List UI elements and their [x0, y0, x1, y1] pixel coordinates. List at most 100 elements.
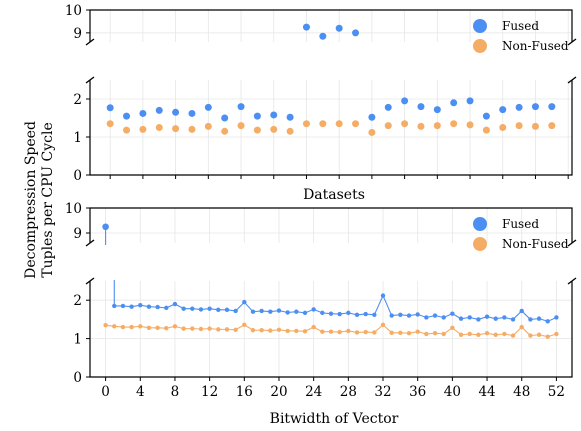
- data-point-fused: [510, 317, 516, 322]
- data-point-non-fused: [250, 327, 256, 333]
- data-point-non-fused: [328, 329, 334, 334]
- axis-break-mark: [567, 38, 577, 46]
- data-point-fused: [415, 312, 420, 317]
- data-point-fused: [363, 311, 368, 317]
- data-point-fused: [146, 304, 152, 309]
- data-point-fused: [536, 316, 542, 321]
- data-point-non-fused: [302, 329, 308, 334]
- data-point-fused: [398, 312, 403, 317]
- data-point-non-fused: [476, 332, 481, 337]
- x-tick-label: 24: [305, 384, 322, 400]
- data-point-non-fused: [536, 332, 542, 337]
- data-point-fused: [190, 306, 195, 311]
- data-point-non-fused: [515, 122, 523, 130]
- data-point-non-fused: [320, 329, 325, 334]
- data-point-non-fused: [467, 331, 472, 337]
- axis-break-mark: [85, 277, 95, 285]
- x-axis-label-bitwidth: Bitwidth of Vector: [270, 411, 399, 427]
- axis-break-mark: [567, 239, 577, 247]
- legend-label-fused: Fused: [502, 217, 539, 231]
- data-point-fused: [406, 313, 412, 318]
- data-point-non-fused: [190, 326, 195, 331]
- data-point-non-fused: [380, 322, 386, 327]
- data-point-fused: [237, 103, 245, 111]
- data-point-non-fused: [276, 327, 282, 332]
- data-point-fused: [417, 103, 425, 111]
- data-point-fused: [499, 106, 507, 114]
- data-point-fused: [164, 305, 169, 311]
- data-point-fused: [476, 317, 481, 322]
- data-point-fused: [311, 307, 316, 312]
- data-point-non-fused: [103, 322, 108, 328]
- data-point-non-fused: [216, 327, 221, 332]
- data-point-fused: [224, 307, 230, 312]
- data-point-non-fused: [188, 125, 196, 133]
- data-point-fused: [268, 309, 273, 314]
- data-point-non-fused: [466, 121, 474, 129]
- data-point-non-fused: [493, 332, 498, 337]
- data-point-non-fused: [352, 120, 360, 128]
- data-point-non-fused: [221, 127, 229, 135]
- data-point-fused: [401, 97, 409, 105]
- data-point-non-fused: [123, 126, 131, 134]
- data-point-non-fused: [139, 125, 147, 133]
- data-point-fused: [493, 316, 498, 321]
- data-point-fused: [198, 307, 204, 312]
- data-point-fused: [441, 315, 446, 320]
- y-tick-label: 2: [73, 92, 82, 108]
- data-point-fused: [433, 106, 441, 114]
- data-point-non-fused: [401, 120, 409, 128]
- y-axis-label-line2: Tuples per CPU Cycle: [40, 122, 56, 277]
- data-point-non-fused: [441, 331, 446, 337]
- x-tick-label: 40: [444, 384, 461, 400]
- data-point-non-fused: [164, 326, 169, 331]
- data-point-non-fused: [384, 122, 392, 130]
- data-point-non-fused: [363, 329, 368, 335]
- x-tick-label: 44: [478, 384, 495, 400]
- data-point-non-fused: [368, 128, 376, 136]
- data-point-non-fused: [502, 331, 507, 337]
- data-point-fused: [346, 310, 351, 316]
- data-point-fused: [482, 112, 490, 120]
- data-point-non-fused: [346, 328, 351, 334]
- data-point-fused: [207, 306, 212, 311]
- data-point-fused: [139, 109, 147, 117]
- x-tick-label: 4: [136, 384, 145, 400]
- legend-marker-non-fused: [473, 237, 487, 251]
- data-point-non-fused: [112, 324, 117, 329]
- data-point-non-fused: [406, 331, 412, 336]
- data-point-fused: [545, 319, 550, 324]
- data-point-non-fused: [482, 126, 490, 134]
- data-point-fused: [233, 308, 238, 314]
- data-point-fused: [259, 308, 264, 314]
- x-tick-label: 20: [270, 384, 287, 400]
- data-point-fused: [352, 29, 360, 37]
- axis-break-mark: [567, 277, 577, 285]
- data-point-non-fused: [155, 124, 163, 131]
- data-point-fused: [467, 315, 472, 320]
- data-point-fused: [354, 312, 360, 317]
- data-point-non-fused: [120, 324, 126, 330]
- data-point-fused: [432, 313, 438, 318]
- data-point-fused: [120, 303, 126, 309]
- data-point-non-fused: [268, 328, 273, 333]
- data-point-fused: [106, 104, 114, 112]
- data-point-fused: [155, 106, 163, 114]
- data-point-non-fused: [450, 325, 455, 331]
- data-point-fused: [319, 32, 327, 40]
- data-point-fused: [466, 97, 474, 105]
- data-point-fused: [138, 302, 143, 308]
- data-point-non-fused: [155, 325, 160, 331]
- data-point-fused: [320, 310, 325, 316]
- y-tick-label: 2: [73, 293, 82, 309]
- data-point-non-fused: [181, 326, 186, 331]
- data-point-non-fused: [138, 324, 143, 329]
- data-point-non-fused: [286, 127, 294, 135]
- y-tick-label: 0: [73, 370, 82, 386]
- y-tick-label: 1: [73, 130, 82, 146]
- x-axis-label-datasets: Datasets: [303, 187, 365, 203]
- data-point-fused: [285, 310, 290, 315]
- y-tick-label: 9: [73, 26, 82, 42]
- data-point-fused: [270, 111, 278, 119]
- data-point-fused: [328, 311, 334, 316]
